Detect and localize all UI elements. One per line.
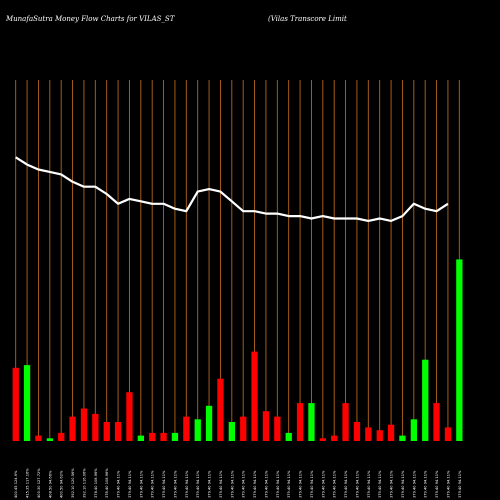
bar-down xyxy=(331,435,338,441)
bar-down xyxy=(296,403,304,441)
bar-down xyxy=(69,416,76,441)
tick-label: 379.40 94.11% xyxy=(333,470,337,498)
tick-label: 379.40 94.11% xyxy=(208,470,212,498)
grid-lines xyxy=(15,80,460,441)
tick-label: 379.40 94.11% xyxy=(390,470,394,498)
tick-label: 379.40 94.11% xyxy=(230,470,234,498)
bar-down xyxy=(58,432,65,441)
tick-label: 379.40 94.11% xyxy=(264,470,268,498)
bar-down xyxy=(251,351,258,441)
bar-down xyxy=(92,413,99,441)
tick-label: 379.40 94.11% xyxy=(219,470,223,498)
tick-label: 379.40 94.11% xyxy=(355,470,359,498)
bar-down xyxy=(274,416,281,441)
tick-label: 379.40 94.11% xyxy=(139,470,143,498)
tick-label: 400.50 94.62% xyxy=(60,470,64,498)
tick-label: 379.40 94.11% xyxy=(287,470,291,498)
bar-down xyxy=(262,411,270,441)
tick-label: 379.40 94.11% xyxy=(185,470,189,498)
bar-down xyxy=(12,367,19,441)
bar-down xyxy=(149,432,156,441)
bar-up xyxy=(308,403,315,441)
bar-up xyxy=(205,405,213,441)
bar-down xyxy=(319,438,326,441)
tick-label: 379.40 94.11% xyxy=(310,470,314,498)
bar-down xyxy=(103,422,110,441)
tick-label: 379.40 94.11% xyxy=(401,470,405,498)
chart-title: MunafaSutra Money Flow Charts for VILAS_… xyxy=(5,15,176,23)
bar-down xyxy=(353,422,361,441)
tick-label: 379.40 94.11% xyxy=(276,470,280,498)
tick-label: 379.40 94.11% xyxy=(367,470,371,498)
bar-up xyxy=(137,435,144,441)
tick-label: 392.10 116.06% xyxy=(82,468,86,498)
tick-label: 378.40 108.96% xyxy=(105,468,109,498)
bar-up xyxy=(46,438,53,441)
bar-down xyxy=(35,435,42,441)
tick-label: 400.30 127.72% xyxy=(37,468,41,498)
tick-label: 379.40 94.11% xyxy=(242,470,246,498)
bar-down xyxy=(183,416,190,441)
bar-down xyxy=(217,378,224,441)
tick-label: 378.40 108.96% xyxy=(94,468,98,498)
tick-label: 379.40 94.11% xyxy=(128,470,132,498)
chart-subtitle: (Vilas Transcore Limit xyxy=(268,15,347,23)
tick-label: 379.40 94.11% xyxy=(117,470,121,498)
bar-up xyxy=(399,435,406,441)
tick-label: 392.10 120.56% xyxy=(71,468,75,498)
bar-down xyxy=(160,432,167,441)
tick-label: 379.40 94.11% xyxy=(446,470,450,498)
tick-labels: 400.45 124.9% 415.35 117.16% 400.30 127.72… xyxy=(14,468,462,498)
tick-label: 379.40 94.11% xyxy=(424,470,428,498)
bar-down xyxy=(342,403,349,441)
bar-down xyxy=(114,422,122,441)
bar-down xyxy=(376,430,383,441)
bar-up xyxy=(456,259,463,441)
tick-label: 379.40 94.11% xyxy=(173,470,177,498)
bar-up xyxy=(422,359,429,441)
tick-label: 379.40 94.11% xyxy=(412,470,416,498)
bar-up xyxy=(23,365,31,441)
tick-label: 400.45 124.9% xyxy=(14,470,18,498)
bar-down xyxy=(444,427,452,441)
bar-up xyxy=(194,419,201,441)
bar-up xyxy=(410,419,417,441)
tick-label: 379.40 94.11% xyxy=(435,470,439,498)
bar-up xyxy=(228,422,235,441)
bars-layer xyxy=(12,259,463,441)
tick-label: 379.40 94.11% xyxy=(344,470,348,498)
tick-label: 379.40 94.11% xyxy=(196,470,200,498)
bar-down xyxy=(365,427,372,441)
tick-label: 379.40 94.11% xyxy=(299,470,303,498)
bar-down xyxy=(126,392,133,441)
tick-label: 379.40 94.11% xyxy=(151,470,155,498)
tick-label: 379.40 94.11% xyxy=(458,470,462,498)
bar-down xyxy=(387,424,395,441)
money-flow-line xyxy=(15,156,449,222)
bar-down xyxy=(240,416,247,441)
bar-up xyxy=(285,432,292,441)
tick-label: 379.40 94.11% xyxy=(321,470,325,498)
bar-down xyxy=(80,408,88,441)
tick-label: 408.50 94.66% xyxy=(48,470,52,498)
bar-down xyxy=(433,403,440,441)
bar-up xyxy=(171,432,179,441)
tick-label: 415.35 117.16% xyxy=(26,468,30,498)
tick-label: 379.40 94.11% xyxy=(378,470,382,498)
tick-label: 379.40 94.11% xyxy=(162,470,166,498)
tick-label: 379.40 94.11% xyxy=(253,470,257,498)
